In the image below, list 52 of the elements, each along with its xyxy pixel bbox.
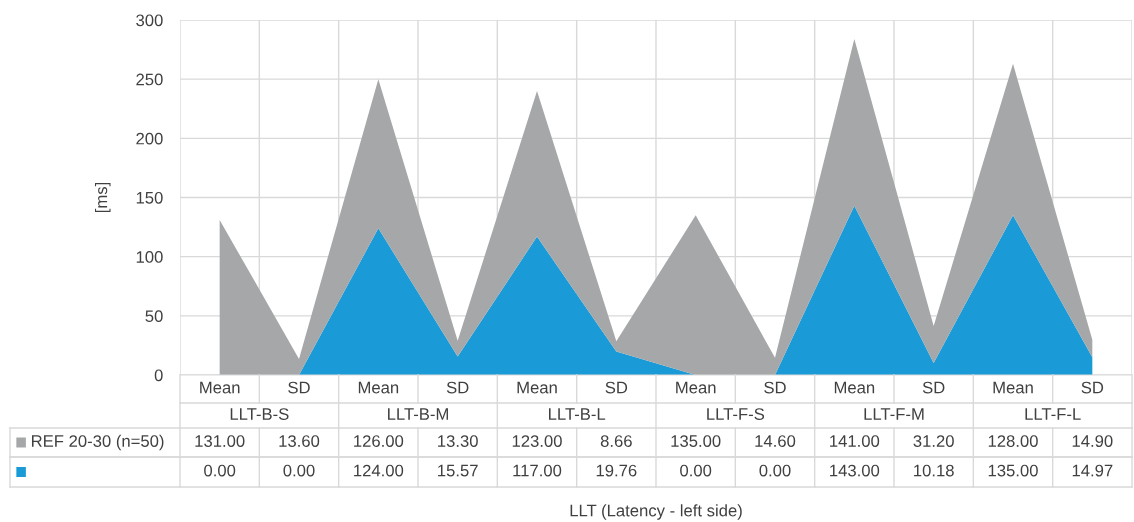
x-tick-label: Mean xyxy=(676,381,716,394)
x-tick-label: Mean xyxy=(517,381,557,394)
x-tick-label: SD xyxy=(288,381,310,394)
data-label: 135.00 xyxy=(988,464,1038,477)
data-label: 13.60 xyxy=(279,435,320,447)
legend-label: REF 20-30 (n=50) xyxy=(31,434,164,451)
data-label: 10.18 xyxy=(914,464,954,477)
data-label: 123.00 xyxy=(512,435,562,447)
data-label: 126.00 xyxy=(354,435,404,447)
data-label: 0.00 xyxy=(283,464,315,477)
data-label: 0.00 xyxy=(204,464,236,477)
y-tick-label: 200 xyxy=(136,132,163,145)
x-tick-label: Mean xyxy=(358,381,399,394)
data-label: 31.20 xyxy=(913,435,954,447)
y-tick-label: 100 xyxy=(136,251,163,263)
y-tick-label: 300 xyxy=(136,14,163,27)
text: LLT-B-L xyxy=(549,408,606,420)
x-tick-label: SD xyxy=(446,381,469,394)
data-label: 14.60 xyxy=(755,435,796,447)
y-axis-title: [ms] xyxy=(94,182,111,213)
data-label: 0.00 xyxy=(759,464,791,477)
data-label: 19.76 xyxy=(596,464,637,477)
y-tick-label: 0 xyxy=(154,369,163,382)
text: LLT-F-L xyxy=(1025,408,1081,420)
text: LLT-F-M xyxy=(864,408,924,420)
x-tick-label: SD xyxy=(605,381,628,394)
data-label: 14.97 xyxy=(1072,464,1113,477)
y-tick-label: 250 xyxy=(136,73,163,86)
data-label: 14.90 xyxy=(1072,435,1113,447)
x-tick-label: Mean xyxy=(834,381,875,394)
data-label: 0.00 xyxy=(680,464,712,477)
y-tick-label: 150 xyxy=(136,191,163,204)
x-tick-label: SD xyxy=(1081,381,1104,394)
data-label: 135.00 xyxy=(671,435,721,447)
data-label: 13.30 xyxy=(438,435,478,447)
text: LLT-B-M xyxy=(388,408,448,420)
data-label: 128.00 xyxy=(988,435,1038,447)
data-label: 8.66 xyxy=(600,435,632,447)
x-tick-label: SD xyxy=(764,381,786,394)
text: LLT (Latency - left side) xyxy=(570,504,742,520)
data-label: 141.00 xyxy=(830,435,880,447)
data-label: 15.57 xyxy=(438,464,478,477)
x-tick-label: SD xyxy=(922,381,945,394)
x-tick-label: Mean xyxy=(200,381,240,394)
x-tick-label: Mean xyxy=(993,381,1033,394)
data-label: 117.00 xyxy=(513,464,562,477)
text: LLT-F-S xyxy=(707,408,765,420)
data-label: 124.00 xyxy=(354,464,404,477)
data-label: 131.00 xyxy=(195,435,245,447)
y-tick-label: 50 xyxy=(145,310,163,323)
text: LLT-B-S xyxy=(230,408,289,420)
data-label: 143.00 xyxy=(830,464,880,477)
